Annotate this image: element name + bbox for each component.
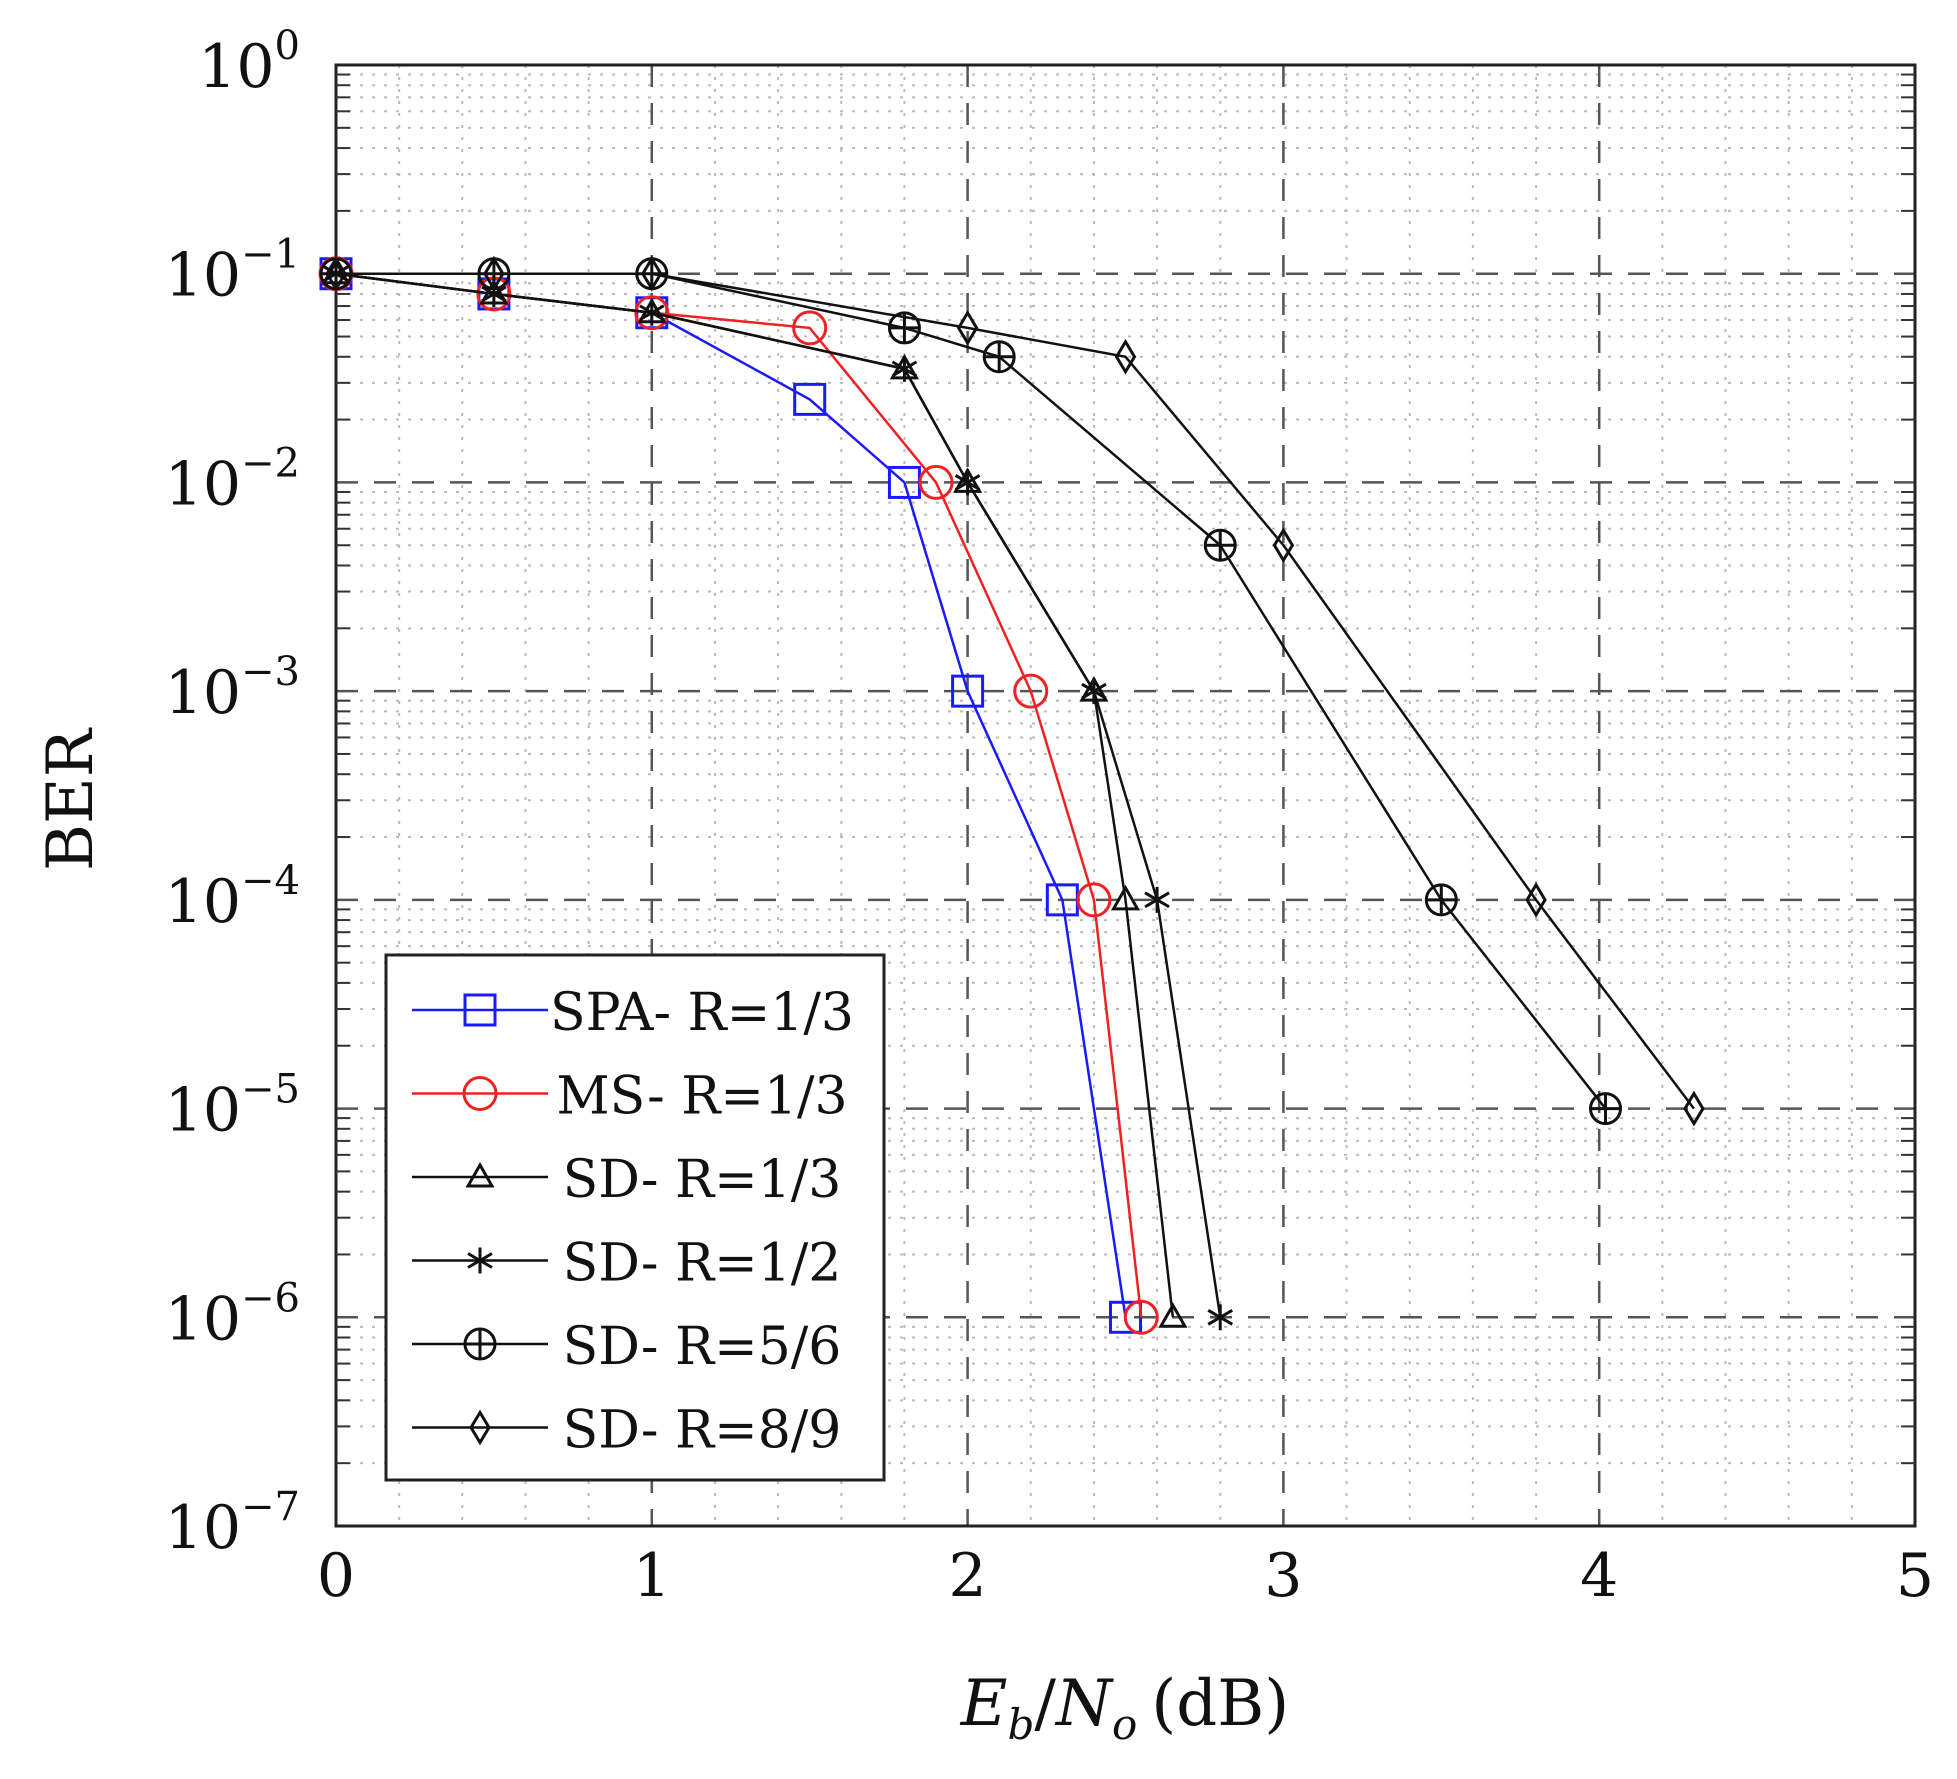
legend-label: SPA- R=1/3 <box>550 983 854 1043</box>
x-tick-label: 2 <box>949 1541 987 1611</box>
y-tick-label: 10−3 <box>165 649 300 728</box>
legend-item: SD- R=8/9 <box>412 1401 841 1461</box>
square-marker <box>793 382 827 416</box>
oplus-marker <box>1424 883 1458 917</box>
ticks: 0 1 2 3 4 5 100 10−1 10−2 10−3 10−4 10−5 10−6 10−7 <box>165 23 1934 1611</box>
star-marker <box>954 469 981 496</box>
series-group <box>318 255 1705 1335</box>
oplus-marker <box>982 340 1016 374</box>
star-marker <box>1207 1304 1233 1331</box>
series-sd-r-8-9 <box>325 255 1705 1127</box>
legend: SPA- R=1/3 MS- R=1/3 SD- R=1/3 SD- R=1/2 SD-… <box>384 953 886 1482</box>
oplus-marker <box>463 1327 497 1361</box>
diamond-marker <box>641 255 663 292</box>
circle-marker <box>1013 673 1049 709</box>
oplus-marker <box>1589 1092 1623 1126</box>
diamond-marker <box>483 255 505 292</box>
triangle-marker <box>1110 884 1141 911</box>
series-line <box>336 272 1695 1110</box>
legend-item: SD- R=1/2 <box>412 1234 841 1294</box>
legend-item: SPA- R=1/3 <box>412 983 854 1043</box>
circle-marker <box>462 1076 498 1111</box>
x-tick-label: 0 <box>317 1541 355 1611</box>
y-tick-label: 10−7 <box>165 1484 300 1563</box>
diamond-marker <box>1272 527 1295 564</box>
circle-marker <box>918 464 954 500</box>
y-tick-label: 10−1 <box>165 232 300 311</box>
diamond-marker <box>1683 1090 1705 1127</box>
legend-label: SD- R=1/3 <box>563 1150 842 1210</box>
legend-label: SD- R=1/2 <box>563 1234 842 1294</box>
triangle-marker <box>1158 1302 1188 1328</box>
legend-item: MS- R=1/3 <box>412 1067 848 1127</box>
y-tick-label: 10−4 <box>165 858 300 937</box>
series-line <box>335 272 1222 1318</box>
legend-item: SD- R=5/6 <box>412 1317 841 1377</box>
diamond-marker <box>1114 338 1137 375</box>
star-marker <box>639 299 665 326</box>
star-marker <box>1081 678 1107 705</box>
x-tick-label: 3 <box>1264 1541 1302 1611</box>
triangle-marker <box>465 1161 495 1188</box>
legend-label: SD- R=8/9 <box>563 1401 842 1461</box>
y-tick-label: 10−6 <box>165 1275 300 1354</box>
square-marker <box>463 993 497 1027</box>
circle-marker <box>792 310 828 346</box>
diamond-marker <box>325 255 347 292</box>
circle-marker <box>634 295 670 331</box>
y-tick-label: 10−2 <box>165 440 300 519</box>
x-axis-label: Eb/No (dB) <box>960 1667 1289 1749</box>
x-tick-label: 5 <box>1896 1541 1934 1611</box>
star-marker <box>891 355 918 382</box>
plot-frame <box>334 63 1917 1528</box>
diamond-marker <box>1525 881 1547 918</box>
oplus-marker <box>1203 528 1237 562</box>
legend-label: MS- R=1/3 <box>556 1067 847 1127</box>
star-marker <box>467 1247 493 1274</box>
legend-item: SD- R=1/3 <box>412 1150 841 1210</box>
x-tick-label: 4 <box>1580 1541 1618 1611</box>
y-tick-label: 100 <box>198 23 300 102</box>
legend-box <box>384 953 886 1482</box>
circle-marker <box>1076 882 1112 918</box>
y-axis-label: BER <box>34 727 108 871</box>
diamond-marker <box>469 1409 491 1446</box>
legend-label: SD- R=5/6 <box>563 1317 842 1377</box>
y-tick-label: 10−5 <box>165 1067 300 1146</box>
star-marker <box>1144 886 1170 913</box>
circle-marker <box>1123 1299 1159 1335</box>
x-tick-label: 1 <box>633 1541 671 1611</box>
square-marker <box>951 674 985 708</box>
diamond-marker <box>956 309 979 346</box>
